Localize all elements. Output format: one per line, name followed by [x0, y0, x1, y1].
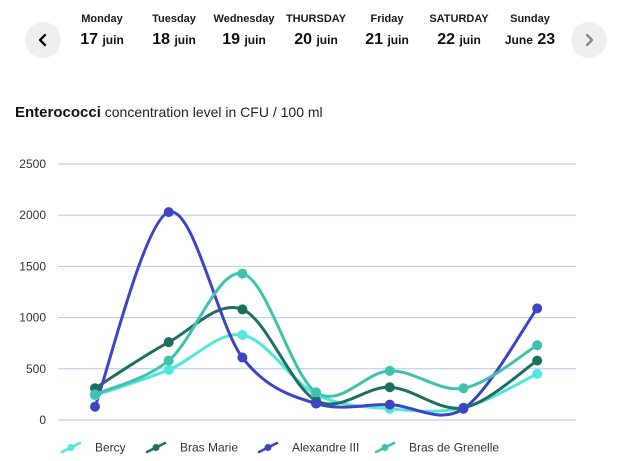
day-name: Sunday — [510, 13, 550, 25]
data-point — [163, 364, 174, 375]
data-point — [90, 401, 100, 412]
data-point — [163, 207, 174, 218]
data-point — [384, 382, 395, 393]
data-point — [311, 398, 322, 409]
day-month-prefix: June — [504, 33, 533, 47]
data-point — [532, 303, 543, 314]
legend-label: Alexandre III — [292, 441, 359, 455]
legend-swatch-dot — [152, 444, 160, 451]
previous-day-button[interactable] — [25, 22, 61, 58]
series-line — [93, 210, 539, 417]
day-number: 18 — [152, 31, 170, 48]
data-point — [237, 304, 248, 315]
series-line — [93, 272, 539, 398]
y-tick-label: 2500 — [19, 157, 46, 171]
day-name: Monday — [81, 13, 123, 25]
data-point — [458, 383, 469, 394]
chart-title: Enterococci concentration level in CFU /… — [15, 104, 323, 121]
chart-title-bold: Enterococci — [15, 104, 101, 121]
day-number: 23 — [537, 31, 556, 48]
day-month: juin — [387, 33, 409, 47]
day-month: juin — [316, 33, 338, 47]
y-tick-label: 1000 — [19, 311, 46, 325]
chart-title-rest: concentration level in CFU / 100 ml — [100, 104, 323, 120]
data-point — [532, 340, 543, 351]
day-name: SATURDAY — [429, 13, 489, 25]
legend-label: Bras de Grenelle — [409, 441, 499, 455]
data-point — [237, 352, 248, 363]
y-tick-label: 2000 — [19, 208, 46, 222]
legend-swatch-dot — [381, 444, 389, 451]
day-number: 17 — [80, 31, 98, 48]
day-name: Tuesday — [152, 13, 196, 25]
legend-swatch-dot — [67, 444, 75, 451]
y-tick-label: 500 — [26, 362, 46, 376]
data-point — [384, 399, 395, 410]
day-monday[interactable]: Monday 17 juin — [57, 12, 147, 50]
day-month: juin — [102, 33, 124, 47]
data-point — [532, 355, 543, 366]
day-name: THURSDAY — [285, 13, 347, 25]
y-tick-label: 0 — [39, 413, 46, 427]
data-point — [532, 368, 543, 379]
legend-label: Bras Marie — [180, 441, 238, 455]
day-number: 21 — [365, 31, 383, 48]
data-point — [90, 389, 100, 400]
day-name: Wednesday — [213, 13, 275, 25]
day-month: juin — [174, 33, 196, 47]
data-point — [163, 337, 174, 348]
y-tick-label: 1500 — [19, 259, 46, 273]
day-month: juin — [244, 33, 266, 47]
day-sunday[interactable]: Sunday June 23 — [485, 12, 575, 50]
data-point — [311, 387, 322, 398]
day-month: juin — [459, 33, 481, 47]
day-number: 19 — [222, 31, 240, 48]
day-thursday[interactable]: THURSDAY 20 juin — [271, 12, 361, 50]
day-saturday[interactable]: SATURDAY 22 juin — [414, 12, 504, 50]
data-point — [384, 365, 395, 376]
legend-label: Bercy — [95, 441, 126, 455]
legend-swatch-dot — [264, 444, 272, 451]
day-tuesday[interactable]: Tuesday 18 juin — [129, 12, 219, 50]
day-number: 22 — [437, 31, 455, 48]
day-name: Friday — [370, 13, 404, 25]
day-number: 20 — [294, 31, 312, 48]
chevron-right-icon — [585, 33, 594, 47]
day-wednesday[interactable]: Wednesday 19 juin — [199, 12, 289, 50]
next-day-button[interactable] — [571, 22, 607, 58]
data-point — [237, 330, 248, 341]
chevron-left-icon — [38, 33, 47, 47]
day-friday[interactable]: Friday 21 juin — [342, 12, 432, 50]
data-point — [163, 355, 174, 366]
data-point — [458, 403, 469, 414]
data-point — [237, 268, 248, 279]
